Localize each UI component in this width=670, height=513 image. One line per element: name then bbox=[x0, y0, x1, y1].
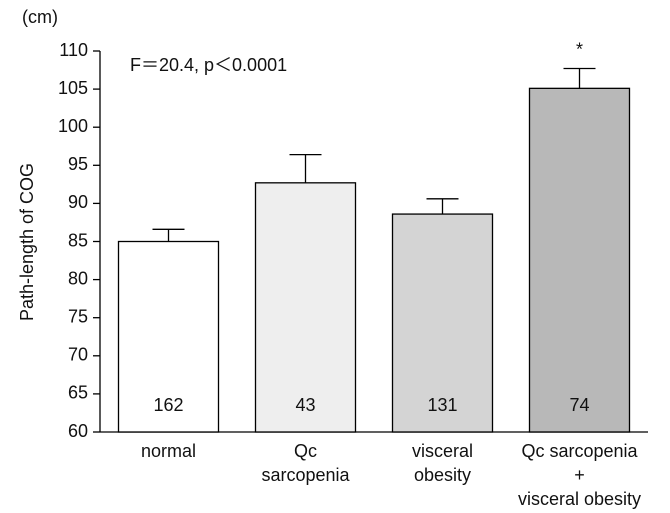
y-tick-label: 95 bbox=[68, 154, 88, 174]
x-tick-label: normal bbox=[141, 441, 196, 461]
bar bbox=[254, 182, 357, 433]
x-tick-label: visceral bbox=[412, 441, 473, 461]
y-tick-label: 65 bbox=[68, 383, 88, 403]
y-tick-label: 60 bbox=[68, 421, 88, 441]
x-tick-label: obesity bbox=[414, 465, 471, 485]
bar bbox=[391, 213, 494, 433]
y-tick-label: 85 bbox=[68, 230, 88, 250]
y-tick-label: 80 bbox=[68, 268, 88, 288]
count-label: 74 bbox=[569, 395, 589, 415]
count-label: 43 bbox=[295, 395, 315, 415]
x-tick-label: sarcopenia bbox=[261, 465, 350, 485]
count-label: 131 bbox=[427, 395, 457, 415]
x-tick-label: Qc bbox=[294, 441, 317, 461]
y-tick-label: 70 bbox=[68, 345, 88, 365]
bar bbox=[528, 87, 631, 433]
x-tick-label: + bbox=[574, 465, 585, 485]
y-tick-label: 90 bbox=[68, 192, 88, 212]
x-tick-label: Qc sarcopenia bbox=[521, 441, 638, 461]
y-axis-label: Path-length of COG bbox=[17, 163, 37, 321]
x-tick-label: visceral obesity bbox=[518, 489, 641, 509]
y-tick-label: 100 bbox=[58, 116, 88, 136]
y-tick-label: 110 bbox=[59, 40, 88, 60]
annotation: F＝20.4, p＜0.0001 bbox=[130, 55, 287, 75]
unit-label: (cm) bbox=[22, 7, 58, 27]
count-label: 162 bbox=[153, 395, 183, 415]
y-tick-label: 75 bbox=[68, 306, 88, 326]
bar bbox=[117, 240, 220, 433]
significance-mark: * bbox=[576, 39, 583, 59]
y-tick-label: 105 bbox=[58, 78, 88, 98]
